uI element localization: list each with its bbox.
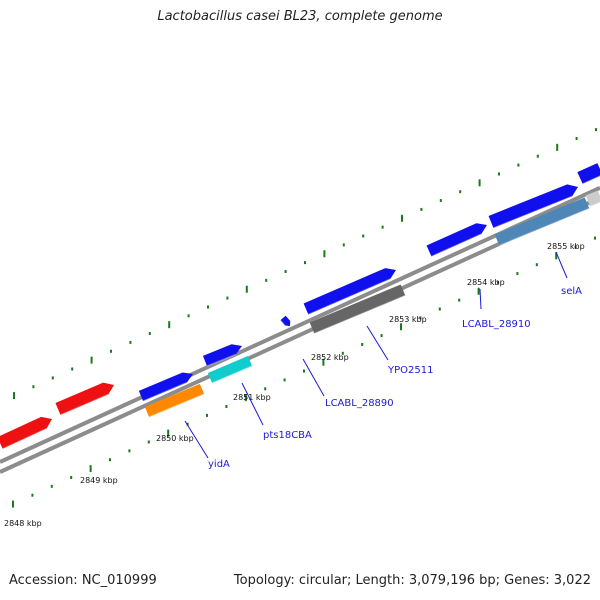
gene-arrow-cyan [207,355,253,384]
gene-label: LCABL_28910 [462,319,531,330]
gene-arrow-blue-5-highlight [493,195,573,229]
gene-arrow-blue-1 [138,372,193,402]
gene-label: selA [561,286,582,297]
genome-title: Lactobacillus casei BL23, complete genom… [157,9,443,24]
gene-label: LCABL_28890 [325,398,394,409]
callout-leader-line [555,251,568,279]
gene-arrow-red-2 [55,382,114,415]
kbp-scale-labels: 2848 kbp 2849 kbp 2850 kbp 2851 kbp 2852 kbp… [4,242,585,528]
kbp-label: 2848 kbp [4,519,42,528]
inner-tick-marks [12,236,596,508]
gene-arrow-blue-2 [202,344,242,367]
gene-arrow-gray [309,284,406,334]
gene-arrow-blue-3-highlight [308,278,391,316]
gene-arrow-gray-highlight [314,294,406,335]
gene-label: yidA [208,459,230,470]
outer-tick-marks [13,128,597,400]
kbp-label: 2849 kbp [80,476,118,485]
callout-leader-line [184,420,209,459]
gene-arrow-orange-highlight [148,393,205,418]
kbp-label: 2850 kbp [156,434,194,443]
kbp-label: 2851 kbp [233,393,271,402]
gene-arrow-lightgray [585,190,600,207]
gene-features [0,163,600,450]
callout-leader-line [302,358,325,397]
gene-arrow-blue-6-highlight [582,175,600,185]
gene-arrow-orange [144,383,205,418]
gene-arrow-lightgray-highlight [590,201,600,208]
gene-arrow-blue-small [280,315,291,326]
gene-arrow-blue-4 [426,223,487,257]
gene-arrow-blue-1-highlight [142,381,188,402]
gene-arrow-cyan-highlight [211,365,253,384]
accession-label: Accession: NC_010999 [9,573,157,588]
gene-arrow-blue-4-highlight [431,233,482,258]
gene-arrow-steelblue-highlight [498,207,590,247]
callout-leader-line [479,288,482,310]
kbp-label: 2854 kbp [467,278,505,287]
gene-arrow-blue-6 [577,163,600,184]
callout-leader-line [366,325,389,361]
gene-arrow-red-1 [0,416,52,449]
genome-summary: Topology: circular; Length: 3,079,196 bp… [233,573,591,588]
gene-arrow-steelblue [494,197,590,246]
gene-arrow-red-1-highlight [2,427,47,450]
gene-label: pts18CBA [263,430,312,441]
callout-leader-line [241,382,264,426]
gene-arrow-blue-3 [303,268,396,315]
gene-label: YPO2511 [387,365,433,376]
gene-arrow-red-2-highlight [60,393,109,416]
gene-arrow-blue-5 [488,184,578,229]
kbp-label: 2852 kbp [311,353,349,362]
kbp-label: 2853 kbp [389,315,427,324]
gene-arrow-blue-small-highlight [279,319,286,326]
gene-arrow-blue-2-highlight [206,353,237,367]
gene-callouts: yidA pts18CBA LCABL_28890 YPO2511 LCABL_2891… [184,251,582,470]
kbp-label: 2855 kbp [547,242,585,251]
